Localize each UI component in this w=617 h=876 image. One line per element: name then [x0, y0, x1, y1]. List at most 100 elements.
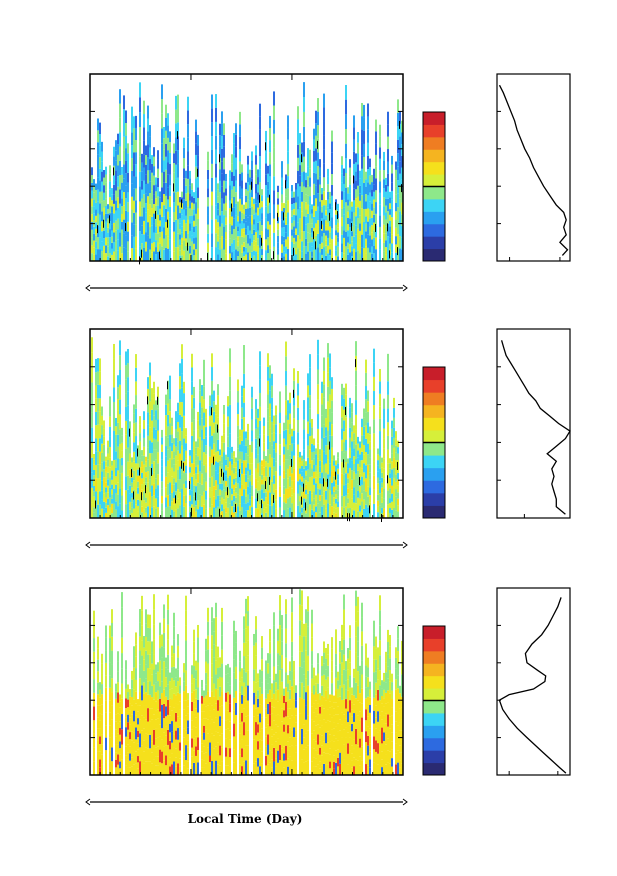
heatmap-cell: [239, 510, 241, 518]
heatmap-cell: [131, 482, 133, 488]
heatmap-cell: [221, 161, 223, 174]
heatmap-cell: [97, 648, 99, 660]
heatmap-cell: [323, 741, 325, 753]
heatmap-cell: [133, 508, 135, 518]
heatmap-cell: [259, 504, 261, 518]
heatmap-cell: [349, 447, 351, 458]
heatmap-cell: [291, 597, 293, 613]
heatmap-cell: [289, 465, 291, 477]
heatmap-cell: [269, 164, 271, 177]
heatmap-cell: [199, 494, 201, 507]
heatmap-cell: [151, 442, 153, 454]
heatmap-cell: [213, 464, 215, 476]
heatmap-cell: [193, 738, 195, 751]
heatmap-cell: [187, 233, 189, 248]
heatmap-cell: [361, 501, 363, 510]
heatmap-cell: [211, 663, 213, 678]
heatmap-cell: [365, 491, 367, 505]
heatmap-cell: [269, 492, 271, 506]
heatmap-cell: [215, 135, 217, 150]
heatmap-cell: [291, 641, 293, 657]
heatmap-cell: [183, 427, 185, 439]
heatmap-cell: [259, 766, 261, 775]
heatmap-cell: [267, 237, 269, 246]
heatmap-cell: [369, 472, 371, 480]
heatmap-cell: [355, 459, 357, 474]
heatmap-cell: [101, 744, 103, 755]
heatmap-cell: [215, 508, 217, 518]
heatmap-cell: [189, 512, 191, 518]
heatmap-cell: [247, 173, 249, 183]
heatmap-cell: [235, 690, 237, 703]
heatmap-cell: [225, 481, 227, 487]
zero-contour-mark: [177, 131, 178, 140]
heatmap-cell: [115, 698, 117, 707]
heatmap-cell: [315, 210, 317, 224]
heatmap-cell: [299, 759, 301, 775]
heatmap-cell: [253, 657, 255, 670]
heatmap-cell: [127, 363, 129, 378]
heatmap-cell: [397, 126, 399, 140]
heatmap-cell: [221, 607, 223, 622]
heatmap-cell: [179, 401, 181, 415]
heatmap-cell: [295, 730, 297, 738]
heatmap-cell: [227, 747, 229, 757]
heatmap-cell: [147, 170, 149, 184]
heatmap-cell: [387, 186, 389, 199]
heatmap-cell: [91, 245, 93, 254]
heatmap-cell: [167, 449, 169, 461]
zero-contour-mark: [261, 500, 262, 509]
heatmap-cell: [155, 233, 157, 241]
heatmap-cell: [119, 203, 121, 219]
heatmap-cell: [155, 198, 157, 206]
heatmap-cell: [179, 726, 181, 735]
heatmap-cell: [139, 761, 141, 775]
heatmap-cell: [373, 230, 375, 238]
heatmap-cell: [157, 756, 159, 766]
heatmap-cell: [147, 734, 149, 749]
heatmap-cell: [143, 636, 145, 648]
heatmap-cell: [299, 713, 301, 729]
heatmap-cell: [163, 604, 165, 619]
heatmap-cell: [175, 219, 177, 234]
heatmap-cell: [165, 476, 167, 488]
heatmap-cell: [343, 452, 345, 464]
heatmap-cell: [349, 477, 351, 488]
heatmap-cell: [305, 494, 307, 500]
heatmap-cell: [181, 243, 183, 250]
heatmap-cell: [135, 715, 137, 728]
heatmap-cell: [181, 503, 183, 518]
heatmap-cell: [95, 254, 97, 261]
heatmap-cell: [221, 747, 223, 762]
heatmap-cell: [145, 477, 147, 483]
heatmap-cell: [111, 206, 113, 213]
heatmap-cell: [265, 736, 267, 747]
heatmap-cell: [93, 233, 95, 241]
heatmap-cell: [337, 731, 339, 741]
zero-contour-mark: [285, 180, 286, 189]
heatmap-cell: [239, 661, 241, 672]
panel-zonal-wind: [85, 73, 571, 292]
heatmap-cell: [351, 489, 353, 499]
heatmap-cell: [215, 731, 217, 747]
heatmap-cell: [147, 654, 149, 668]
heatmap-cell: [261, 670, 263, 683]
heatmap-cell: [297, 183, 299, 197]
heatmap-cell: [157, 746, 159, 757]
heatmap-cell: [207, 649, 209, 664]
heatmap-cell: [253, 739, 255, 752]
heatmap-cell: [255, 478, 257, 489]
heatmap-cell: [311, 476, 313, 485]
heatmap-cell: [283, 438, 285, 447]
heatmap-cell: [171, 710, 173, 722]
heatmap-cell: [367, 390, 369, 402]
heatmap-cell: [337, 501, 339, 508]
heatmap-cell: [201, 703, 203, 712]
heatmap-cell: [151, 685, 153, 698]
heatmap-cell: [133, 732, 135, 743]
heatmap-cell: [93, 480, 95, 486]
heatmap-cell: [197, 250, 199, 261]
heatmap-cell: [331, 130, 333, 142]
heatmap-cell: [127, 759, 129, 768]
zero-contour-mark: [315, 241, 316, 250]
